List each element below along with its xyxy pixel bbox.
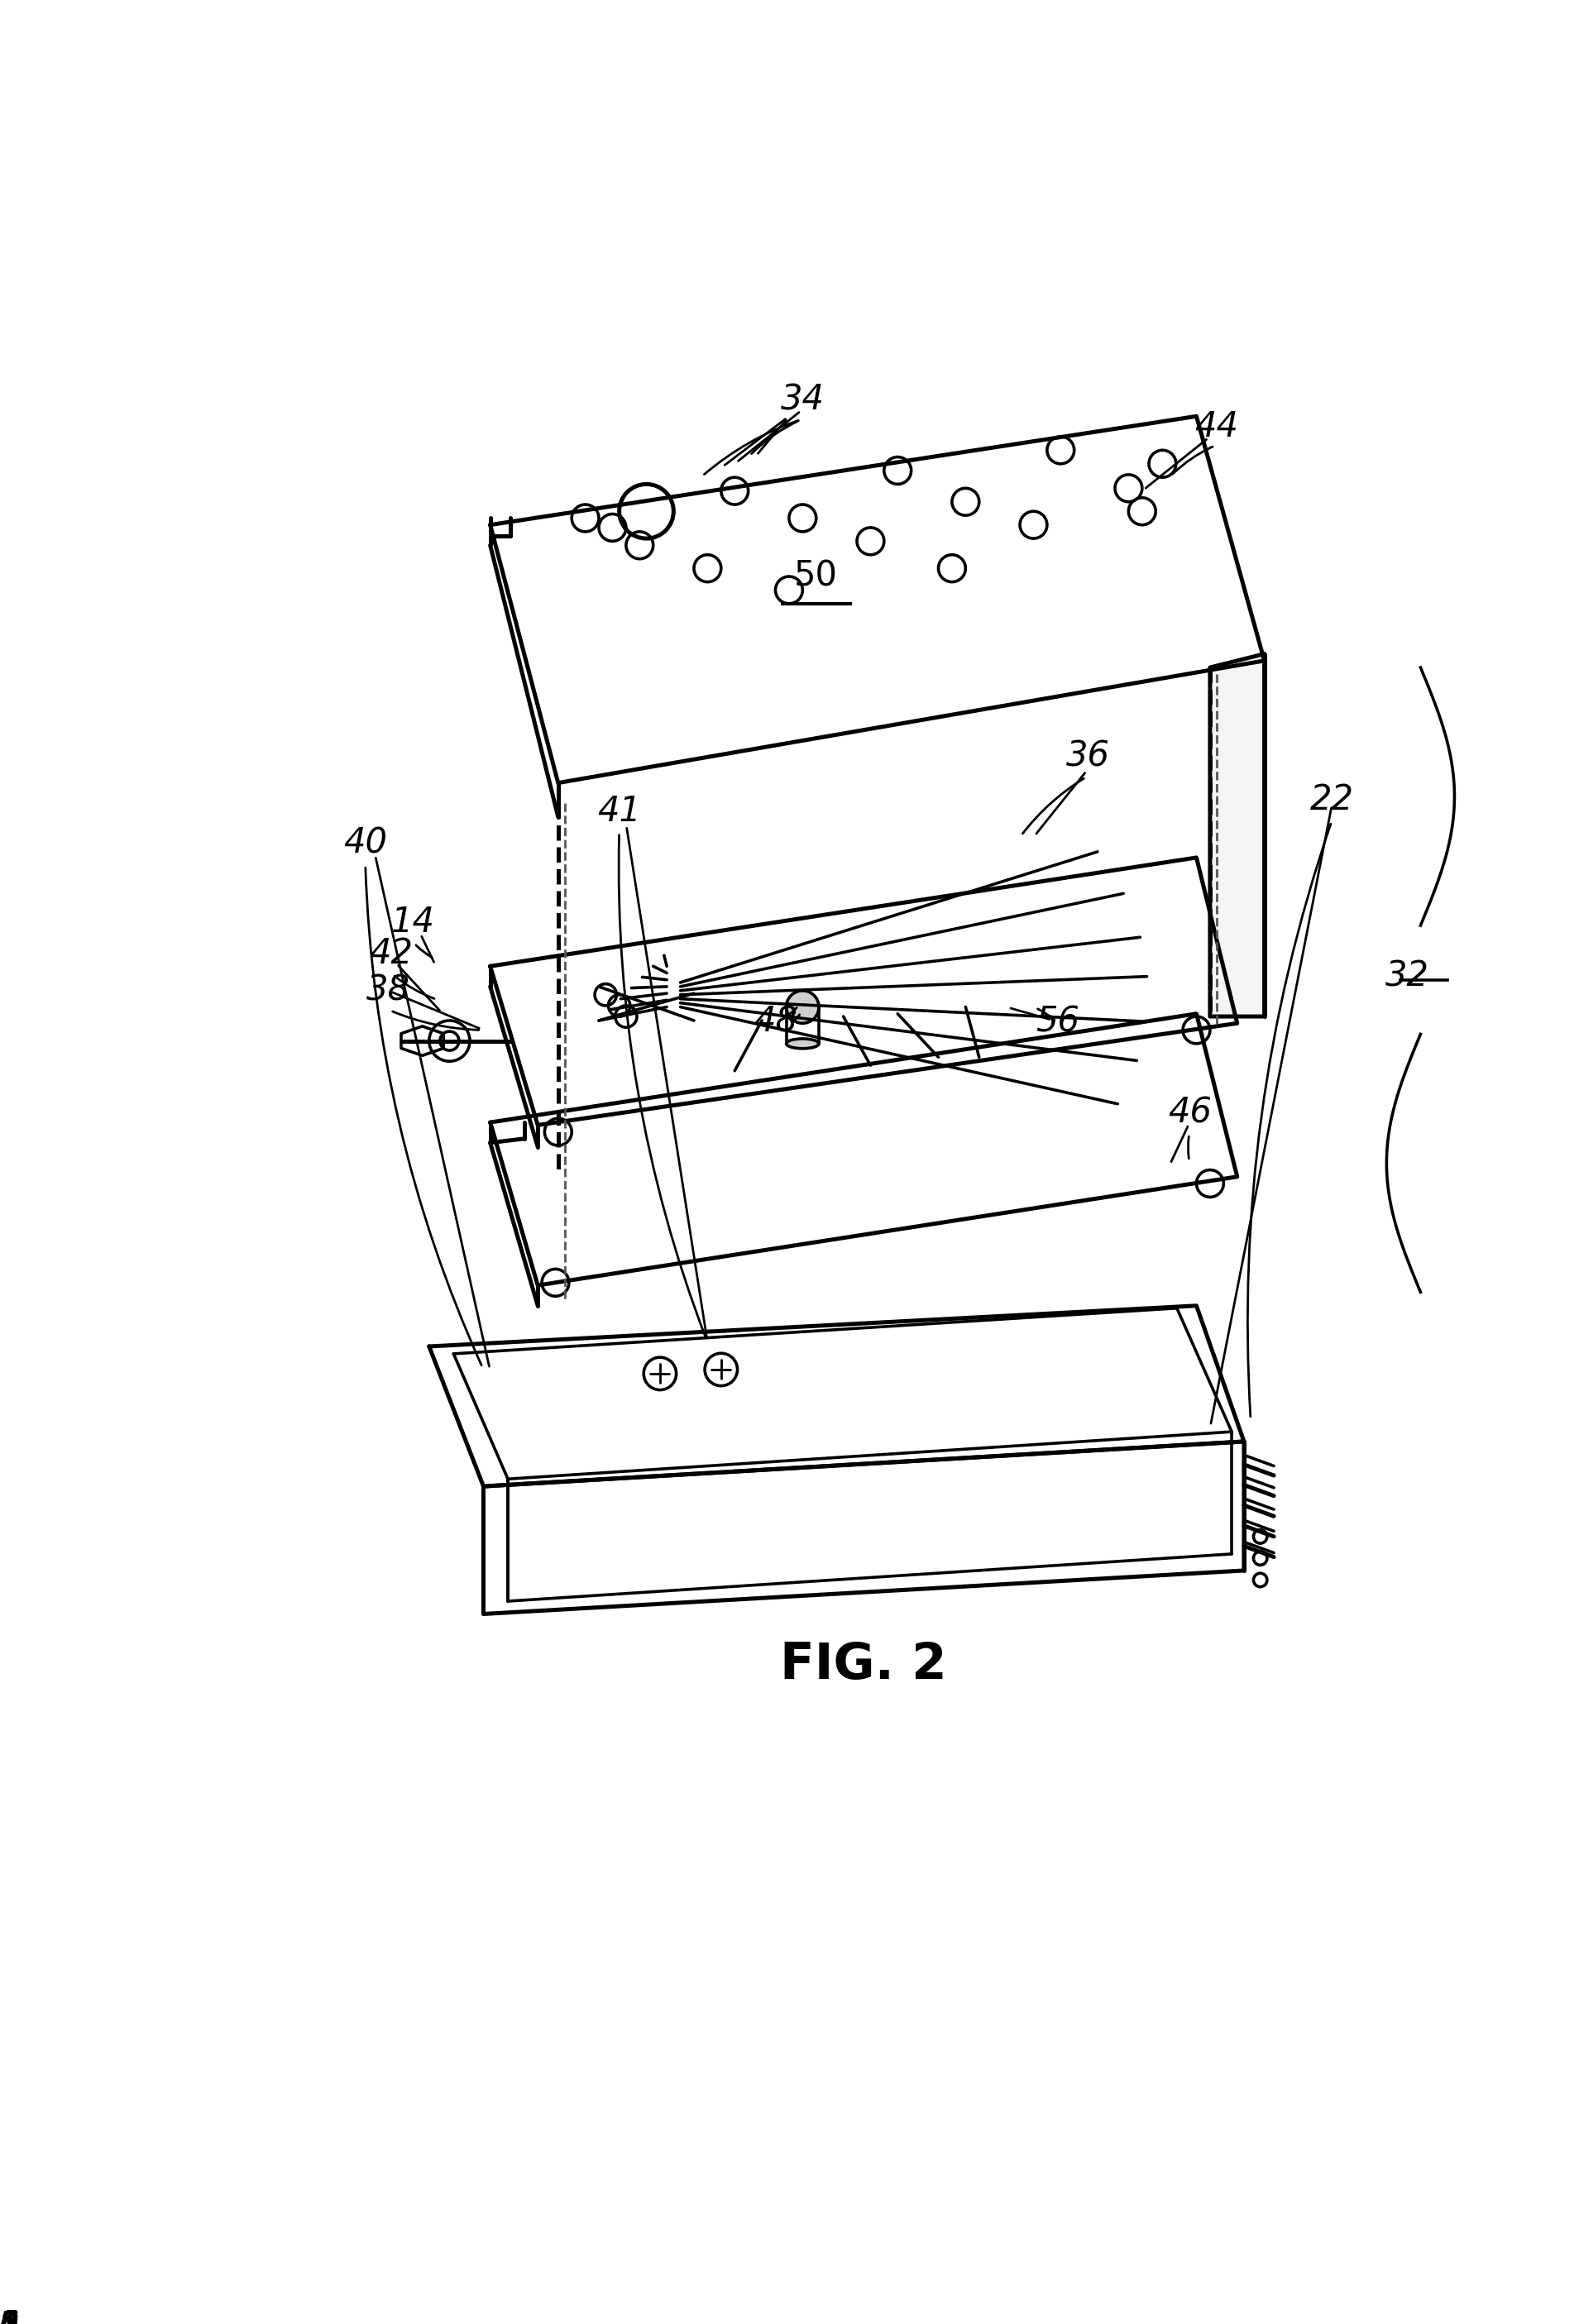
- Text: 38: 38: [0, 2310, 19, 2324]
- Text: 42: 42: [369, 937, 414, 971]
- Circle shape: [786, 990, 820, 1023]
- Text: FIG. 2: FIG. 2: [780, 1641, 947, 1690]
- Text: 14: 14: [392, 904, 434, 939]
- Text: 46: 46: [1168, 1095, 1211, 1129]
- Text: 56: 56: [1036, 1004, 1080, 1039]
- Text: 34: 34: [780, 381, 824, 416]
- Text: 36: 36: [0, 2310, 19, 2324]
- Text: 34: 34: [0, 2310, 19, 2324]
- Text: 44: 44: [0, 2310, 19, 2324]
- Text: 22: 22: [0, 2310, 19, 2324]
- Text: 38: 38: [366, 974, 411, 1009]
- Text: 48: 48: [0, 2310, 19, 2324]
- Text: 56: 56: [0, 2310, 19, 2324]
- Text: 42: 42: [0, 2310, 19, 2324]
- Text: 50: 50: [0, 2310, 19, 2324]
- Text: 32: 32: [0, 2310, 21, 2324]
- Text: 41: 41: [0, 2310, 19, 2324]
- Text: 36: 36: [1066, 739, 1110, 774]
- Text: 14: 14: [0, 2310, 19, 2324]
- Text: 41: 41: [597, 792, 641, 827]
- Text: 32: 32: [1385, 960, 1429, 995]
- Text: 22: 22: [1311, 783, 1355, 818]
- Text: 48: 48: [753, 1004, 797, 1039]
- Text: 50: 50: [794, 558, 838, 593]
- Polygon shape: [1210, 653, 1265, 1016]
- Text: 46: 46: [0, 2310, 19, 2324]
- Text: 40: 40: [343, 827, 387, 860]
- Text: 44: 44: [1195, 409, 1238, 444]
- Text: 40: 40: [0, 2310, 19, 2324]
- Ellipse shape: [786, 1039, 820, 1048]
